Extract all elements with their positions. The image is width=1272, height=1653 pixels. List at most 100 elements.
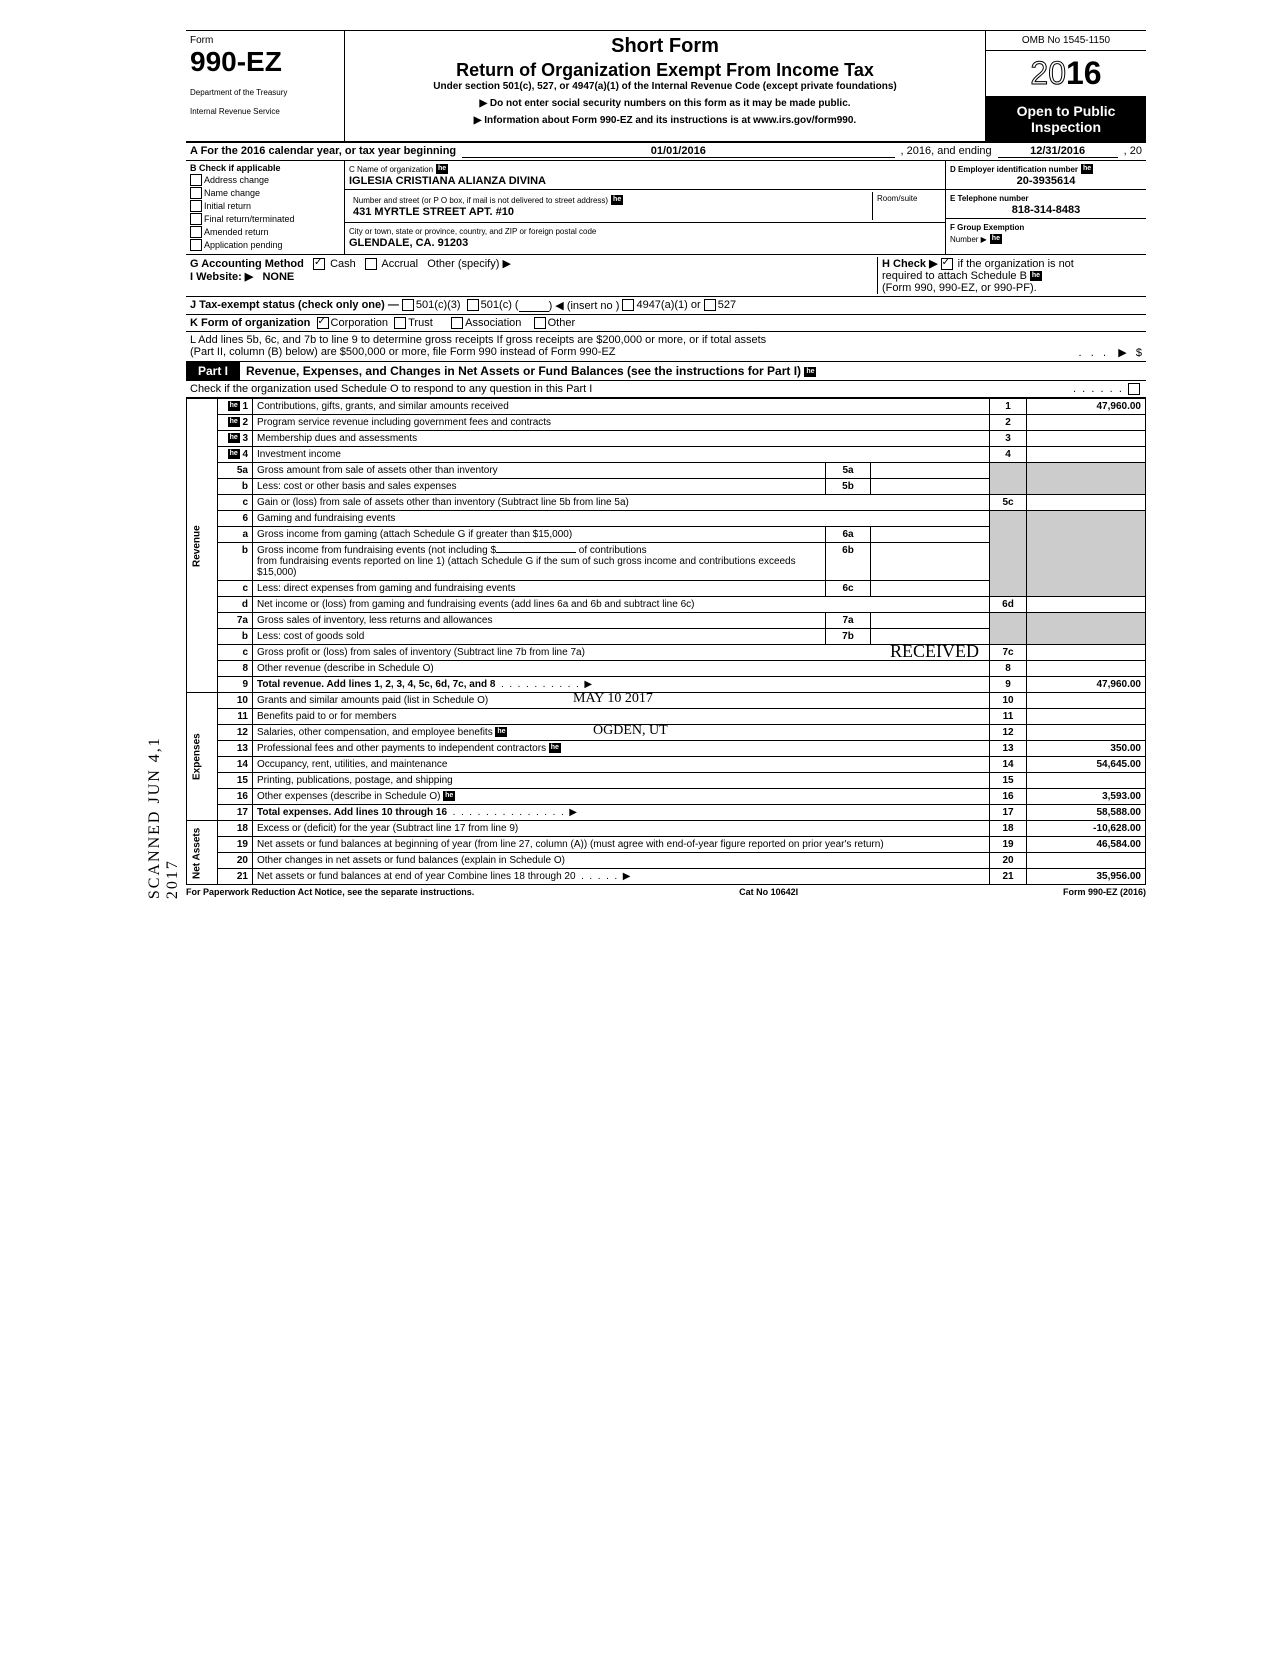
val-2[interactable] [1027,415,1146,431]
line-11: 11Benefits paid to or for members 11 [187,709,1146,725]
row-l: L Add lines 5b, 6c, and 7b to line 9 to … [186,332,1146,362]
val-7b[interactable] [871,629,990,645]
val-18[interactable]: -10,628.00 [1027,821,1146,837]
val-5b[interactable] [871,479,990,495]
val-7a[interactable] [871,613,990,629]
val-6c[interactable] [871,581,990,597]
val-8[interactable] [1027,661,1146,677]
j-label: J Tax-exempt status (check only one) — [190,299,399,312]
chk-527[interactable] [704,299,716,311]
help-icon[interactable]: he [549,743,561,753]
line-16: 16Other expenses (describe in Schedule O… [187,789,1146,805]
tax-year-end[interactable]: 12/31/2016 [998,145,1118,158]
chk-address-change[interactable]: Address change [190,174,340,186]
val-15[interactable] [1027,773,1146,789]
city-state-zip[interactable]: GLENDALE, CA. 91203 [349,237,468,249]
val-5a[interactable] [871,463,990,479]
chk-corp[interactable] [317,317,329,329]
tax-year-begin[interactable]: 01/01/2016 [462,145,894,158]
return-title: Return of Organization Exempt From Incom… [353,60,977,81]
help-icon[interactable]: he [228,449,240,459]
line-10: Expenses 10 Grants and similar amounts p… [187,693,1146,709]
line-8: 8 Other revenue (describe in Schedule O)… [187,661,1146,677]
group-exemption-cell: F Group Exemption Number ▶ he [946,219,1146,247]
omb-number: OMB No 1545-1150 [986,31,1146,51]
row-j: J Tax-exempt status (check only one) — 5… [186,297,1146,315]
help-icon[interactable]: he [990,234,1002,244]
chk-amended-return[interactable]: Amended return [190,226,340,238]
help-icon[interactable]: he [228,417,240,427]
val-20[interactable] [1027,853,1146,869]
h-text3: (Form 990, 990-EZ, or 990-PF). [882,282,1037,294]
col-c: C Name of organization he IGLESIA CRISTI… [345,161,945,254]
chk-501c[interactable] [467,299,479,311]
val-19[interactable]: 46,584.00 [1027,837,1146,853]
val-6b[interactable] [871,543,990,581]
chk-accrual[interactable] [365,258,377,270]
val-21[interactable]: 35,956.00 [1027,869,1146,885]
f-label: F Group Exemption [950,223,1024,232]
val-1[interactable]: 47,960.00 [1027,399,1146,415]
val-7c[interactable] [1027,645,1146,661]
help-icon[interactable]: he [228,433,240,443]
val-17[interactable]: 58,588.00 [1027,805,1146,821]
help-icon[interactable]: he [228,401,240,411]
val-16[interactable]: 3,593.00 [1027,789,1146,805]
form-header: Form 990-EZ Department of the Treasury I… [186,31,1146,143]
chk-name-change[interactable]: Name change [190,187,340,199]
street-address[interactable]: 431 MYRTLE STREET APT. #10 [353,206,514,218]
phone-cell: E Telephone number 818-314-8483 [946,190,1146,219]
val-10[interactable] [1027,693,1146,709]
line-7a: 7a Gross sales of inventory, less return… [187,613,1146,629]
l-arrow: ▶ [1118,347,1126,359]
part1-check-row: Check if the organization used Schedule … [186,381,1146,398]
form-prefix: Form [190,35,340,46]
val-6a[interactable] [871,527,990,543]
val-3[interactable] [1027,431,1146,447]
chk-application-pending[interactable]: Application pending [190,239,340,251]
open-public-2: Inspection [988,119,1144,135]
help-icon[interactable]: he [495,727,507,737]
ein[interactable]: 20-3935614 [950,175,1142,187]
street-cell: Number and street (or P O box, if mail i… [345,190,945,223]
help-icon[interactable]: he [611,195,623,205]
val-14[interactable]: 54,645.00 [1027,757,1146,773]
help-icon[interactable]: he [443,791,455,801]
chk-assoc[interactable] [451,317,463,329]
chk-schedule-b[interactable] [941,258,953,270]
info-link: Information about Form 990-EZ and its in… [353,115,977,126]
val-4[interactable] [1027,447,1146,463]
line-9: 9 Total revenue. Add lines 1, 2, 3, 4, 5… [187,677,1146,693]
help-icon[interactable]: he [1081,164,1093,174]
section-netassets: Net Assets [187,821,218,885]
val-5c[interactable] [1027,495,1146,511]
help-icon[interactable]: he [436,164,448,174]
chk-trust[interactable] [394,317,406,329]
tax-year: 2016 [986,51,1146,97]
street-label: Number and street (or P O box, if mail i… [353,196,608,205]
val-13[interactable]: 350.00 [1027,741,1146,757]
line-7c: c Gross profit or (loss) from sales of i… [187,645,1146,661]
chk-initial-return[interactable]: Initial return [190,200,340,212]
j-opt1: 501(c)(3) [416,299,461,312]
chk-other[interactable] [534,317,546,329]
header-center: Short Form Return of Organization Exempt… [345,31,985,141]
chk-final-return[interactable]: Final return/terminated [190,213,340,225]
val-12[interactable] [1027,725,1146,741]
chk-schedule-o[interactable] [1128,383,1140,395]
chk-cash[interactable] [313,258,325,270]
val-6d[interactable] [1027,597,1146,613]
help-icon[interactable]: he [1030,271,1042,281]
chk-4947[interactable] [622,299,634,311]
line-21: 21Net assets or fund balances at end of … [187,869,1146,885]
help-icon[interactable]: he [804,367,816,377]
website[interactable]: NONE [262,271,294,283]
chk-501c3[interactable] [402,299,414,311]
val-11[interactable] [1027,709,1146,725]
org-name[interactable]: IGLESIA CRISTIANA ALIANZA DIVINA [349,175,546,187]
line-6: 6 Gaming and fundraising events [187,511,1146,527]
phone[interactable]: 818-314-8483 [950,204,1142,216]
line-15: 15Printing, publications, postage, and s… [187,773,1146,789]
val-9[interactable]: 47,960.00 [1027,677,1146,693]
dept-irs: Internal Revenue Service [190,107,340,116]
